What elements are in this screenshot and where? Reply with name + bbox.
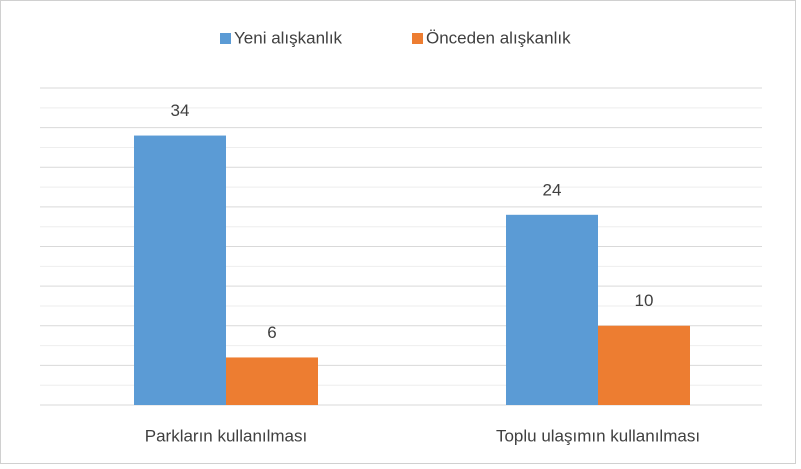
data-label: 24 [543, 180, 562, 199]
x-tick-label: Parkların kullanılması [145, 426, 308, 445]
x-tick-label: Toplu ulaşımın kullanılması [496, 426, 700, 445]
bar [226, 357, 318, 405]
legend-swatch [220, 33, 231, 44]
data-label: 34 [171, 101, 190, 120]
bar [506, 214, 598, 405]
legend-label: Yeni alışkanlık [234, 28, 343, 47]
legend-swatch [412, 33, 423, 44]
legend-label: Önceden alışkanlık [426, 28, 571, 47]
bar [134, 135, 226, 406]
bar [598, 325, 690, 405]
data-label: 10 [635, 291, 654, 310]
data-label: 6 [267, 323, 276, 342]
